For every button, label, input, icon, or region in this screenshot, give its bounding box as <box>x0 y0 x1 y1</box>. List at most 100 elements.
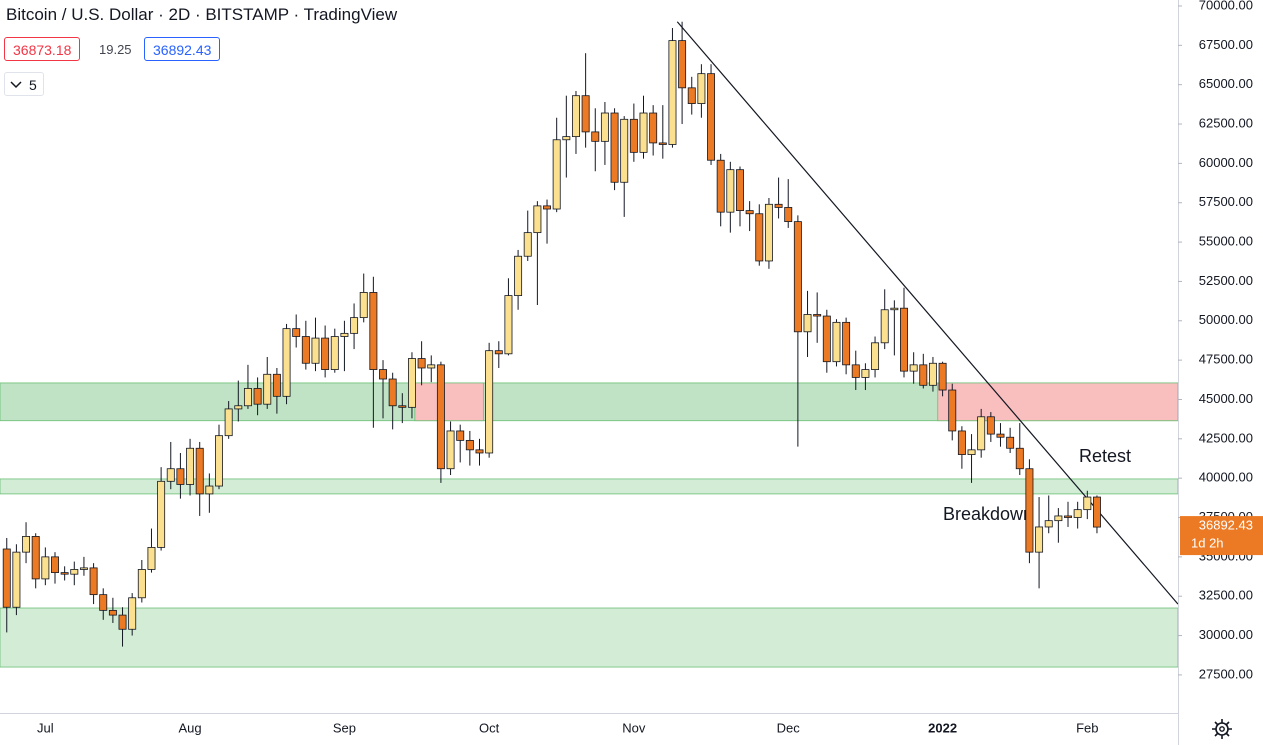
candle-body <box>871 342 880 370</box>
candle-body <box>51 556 59 574</box>
candle-body <box>99 594 108 611</box>
candle-body <box>205 485 214 495</box>
candle-body <box>851 364 860 378</box>
candle-body <box>996 433 1005 438</box>
candle-body <box>504 295 513 355</box>
zone <box>414 382 484 422</box>
candle-body <box>562 136 571 141</box>
candle-body <box>1006 436 1015 449</box>
zone <box>0 607 1179 668</box>
y-tick-label: 42500.00 <box>1199 430 1253 445</box>
candle-body <box>137 569 146 599</box>
candle-body <box>880 309 889 344</box>
x-tick-label: Sep <box>333 720 356 735</box>
y-tick-label: 30000.00 <box>1199 627 1253 642</box>
candle-body <box>22 536 31 553</box>
candle-body <box>900 307 908 372</box>
candle-body <box>215 435 223 487</box>
candle-body <box>803 314 812 333</box>
y-tick-label: 70000.00 <box>1199 0 1253 12</box>
candle-body <box>282 328 291 397</box>
candle-body <box>176 468 185 485</box>
candle-body <box>1073 509 1082 518</box>
candle-body <box>523 232 532 257</box>
candle-body <box>272 373 281 397</box>
candle-body <box>417 358 426 369</box>
candle-body <box>755 213 764 262</box>
candle-body <box>842 321 851 366</box>
price-tag-label: 36892.43 <box>1199 518 1253 533</box>
annotation: Breakdown <box>943 504 1033 524</box>
candle-body <box>861 369 870 378</box>
candle-body <box>224 408 233 437</box>
candle-body <box>716 159 725 213</box>
candle-body <box>658 142 667 145</box>
settings-icon[interactable] <box>1210 717 1234 741</box>
candle-body <box>311 337 320 364</box>
candle-body <box>514 255 523 296</box>
candle-body <box>350 317 359 334</box>
candle-body <box>485 350 494 454</box>
candle-body <box>186 447 195 485</box>
candle-body <box>909 364 918 372</box>
candle-body <box>446 430 455 470</box>
candle-body <box>736 169 744 211</box>
candle-body <box>977 416 986 451</box>
annotation: Retest <box>1079 446 1131 466</box>
candle-body <box>629 118 638 153</box>
candle-body <box>832 321 841 363</box>
candle-body <box>581 95 590 133</box>
candle-body <box>234 405 243 410</box>
spread: 19.25 <box>99 42 132 57</box>
candle-body <box>1064 515 1072 518</box>
chart-title: Bitcoin / U.S. Dollar · 2D · BITSTAMP · … <box>6 5 398 24</box>
candle-body <box>986 416 995 435</box>
candle-body <box>552 139 561 210</box>
candle-body <box>957 430 966 455</box>
candle-body <box>253 388 262 405</box>
candle-body <box>890 307 899 311</box>
candle-body <box>70 569 79 575</box>
zone <box>937 382 1179 422</box>
y-tick-label: 45000.00 <box>1199 391 1253 406</box>
candle-body <box>330 336 339 370</box>
candle-body <box>784 207 793 223</box>
candle-body <box>243 388 252 407</box>
candle-body <box>591 131 600 142</box>
candle-body <box>745 210 754 215</box>
ask-price[interactable]: 36892.43 <box>144 37 221 61</box>
candle-body <box>147 547 156 570</box>
y-tick-label: 55000.00 <box>1199 234 1253 249</box>
y-tick-label: 65000.00 <box>1199 76 1253 91</box>
candle-body <box>128 597 137 630</box>
candle-body <box>195 447 204 495</box>
candle-body <box>1054 515 1063 522</box>
candle-body <box>707 73 716 161</box>
indicator-toggle[interactable]: 5 <box>4 72 44 96</box>
y-tick-label: 67500.00 <box>1199 37 1253 52</box>
candle-body <box>687 87 696 104</box>
candle-body <box>764 203 773 262</box>
candle-body <box>938 362 947 391</box>
candle-body <box>639 112 648 153</box>
candle-body <box>118 614 127 630</box>
candle-body <box>494 350 503 355</box>
candle-body <box>948 389 957 432</box>
x-tick-label: Jul <box>37 720 54 735</box>
x-tick-label: 2022 <box>928 720 957 735</box>
candle-body <box>1035 526 1044 553</box>
candle-body <box>427 364 436 369</box>
x-tick-label: Nov <box>622 720 646 735</box>
candle-body <box>697 73 706 104</box>
y-tick-label: 60000.00 <box>1199 155 1253 170</box>
candle-body <box>41 556 50 580</box>
candle-body <box>668 40 677 145</box>
candle-body <box>321 337 330 370</box>
candle-body <box>108 609 117 616</box>
candle-body <box>12 551 21 608</box>
bid-price[interactable]: 36873.18 <box>4 37 81 61</box>
candle-body <box>822 315 831 363</box>
candle-body <box>793 221 802 333</box>
